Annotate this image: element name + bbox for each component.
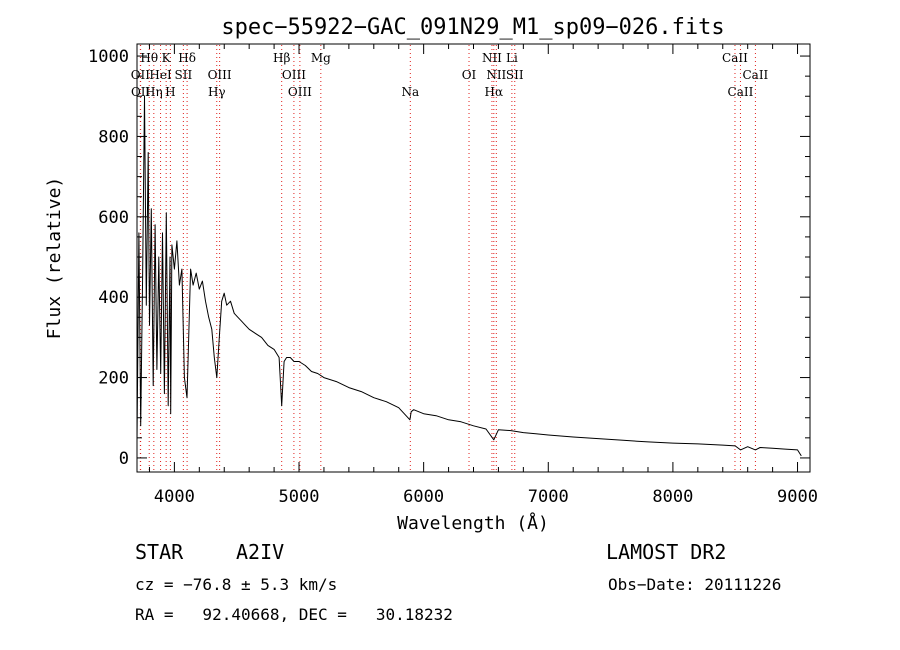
spectrum-line xyxy=(136,95,802,457)
obs-date: Obs−Date: 20111226 xyxy=(608,575,781,594)
y-tick-label: 800 xyxy=(98,127,129,147)
line-label: K xyxy=(162,51,172,65)
survey-name: LAMOST DR2 xyxy=(606,540,726,564)
x-tick-label: 6000 xyxy=(403,487,444,507)
line-label: Hγ xyxy=(208,85,226,99)
x-tick-label: 4000 xyxy=(154,487,195,507)
line-label: NII xyxy=(486,68,506,82)
line-label: NII xyxy=(482,51,502,65)
y-axis-label: Flux (relative) xyxy=(44,177,65,340)
line-label: OII xyxy=(131,68,151,82)
x-tick-label: 9000 xyxy=(777,487,818,507)
line-label: CaII xyxy=(742,68,768,82)
x-tick-label: 7000 xyxy=(528,487,569,507)
y-tick-label: 400 xyxy=(98,288,129,308)
line-label: Hδ xyxy=(178,51,196,65)
y-axis: 0 200 400 600 800 1000 xyxy=(88,47,810,469)
spectral-line-markers xyxy=(139,45,756,471)
line-label: H xyxy=(165,85,175,99)
object-class: STAR xyxy=(135,540,184,564)
line-label: Hα xyxy=(485,85,504,99)
y-tick-label: 0 xyxy=(119,449,129,469)
line-label: OIII xyxy=(288,85,312,99)
line-label: OIII xyxy=(208,68,232,82)
line-label: CaII xyxy=(722,51,748,65)
spectrum-series xyxy=(136,95,802,457)
line-label: Na xyxy=(401,85,419,99)
coordinates: RA = 92.40668, DEC = 30.18232 xyxy=(135,605,453,624)
plot-frame xyxy=(136,43,811,473)
line-label: OIII xyxy=(282,68,306,82)
x-axis: 4000 5000 6000 7000 8000 9000 xyxy=(148,44,818,507)
x-tick-label: 8000 xyxy=(652,487,693,507)
line-label: Hβ xyxy=(273,51,290,65)
line-label: SII xyxy=(175,68,193,82)
x-tick-label: 5000 xyxy=(279,487,320,507)
chart-title: spec−55922−GAC_091N29_M1_sp09−026.fits xyxy=(221,15,724,40)
y-tick-label: 200 xyxy=(98,369,129,389)
x-axis-label: Wavelength (Å) xyxy=(397,512,549,534)
line-label: OII xyxy=(131,85,151,99)
line-label: Li xyxy=(506,51,518,65)
line-label: OI xyxy=(462,68,477,82)
object-subclass: A2IV xyxy=(236,540,284,564)
line-label: Hθ xyxy=(140,51,158,65)
line-label: Hη xyxy=(145,85,163,99)
line-label: HeI xyxy=(149,68,172,82)
line-label: Mg xyxy=(311,51,331,65)
y-tick-label: 600 xyxy=(98,208,129,228)
line-label: SII xyxy=(506,68,524,82)
y-tick-label: 1000 xyxy=(88,47,129,67)
redshift-value: cz = −76.8 ± 5.3 km/s xyxy=(135,575,337,594)
line-label: CaII xyxy=(728,85,754,99)
